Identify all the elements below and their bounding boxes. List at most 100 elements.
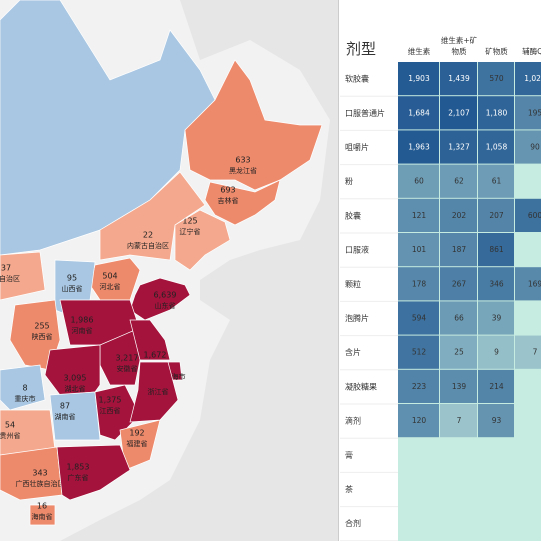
cell <box>398 335 439 369</box>
cell-value: 1,058 <box>486 143 508 152</box>
province-value: 3,217 <box>116 354 139 363</box>
cell-value: 39 <box>492 314 502 323</box>
province-value: 633 <box>235 156 250 165</box>
table-title: 剂型 <box>346 40 376 58</box>
province <box>204 179 281 226</box>
cell-value: 594 <box>412 314 427 323</box>
province-name: 吉林省 <box>218 196 239 205</box>
cell-value: 25 <box>454 348 464 357</box>
cell-value: 101 <box>412 245 427 254</box>
cell <box>398 164 439 198</box>
province <box>0 364 46 411</box>
cell <box>440 233 477 267</box>
province <box>49 391 101 441</box>
column-header: 物质 <box>452 46 467 56</box>
province-name: 安徽省 <box>117 364 138 373</box>
cell <box>398 404 439 438</box>
cell <box>515 335 541 369</box>
cell <box>440 130 477 164</box>
province-value: 504 <box>102 272 117 281</box>
cell <box>440 369 477 403</box>
province-name: 河北省 <box>100 282 121 291</box>
row-label: 茶 <box>345 484 353 494</box>
cell-value: 120 <box>412 416 427 425</box>
province-name: 江西省 <box>100 406 121 415</box>
cell <box>478 164 514 198</box>
province-name: 海南省 <box>32 512 53 521</box>
cell <box>478 62 514 96</box>
province-name: 广东省 <box>68 473 89 482</box>
cell-value: 223 <box>412 382 427 391</box>
province-name: 湖北省 <box>65 384 86 393</box>
row-label: 合剂 <box>345 518 361 528</box>
cell-value: 90 <box>530 143 540 152</box>
cell-value: 61 <box>492 177 502 186</box>
cell-value: 1,903 <box>408 74 430 83</box>
cell-value: 60 <box>414 177 424 186</box>
column-header: 维生素 <box>408 46 431 56</box>
province-value: 343 <box>32 469 47 478</box>
province-value: 192 <box>129 429 144 438</box>
cell <box>398 233 439 267</box>
row-label: 膏 <box>345 450 353 460</box>
cell-value: 267 <box>452 279 467 288</box>
province-name: 重庆市 <box>15 394 36 403</box>
cell <box>515 130 541 164</box>
cell-value: 66 <box>454 314 464 323</box>
cell <box>440 301 477 335</box>
cell-value: 1,026 <box>524 74 541 83</box>
column-header: 矿物质 <box>485 46 508 56</box>
cell <box>478 233 514 267</box>
cell <box>440 164 477 198</box>
cell-value: 9 <box>494 348 499 357</box>
province-name: 山西省 <box>62 284 83 293</box>
column-header: 辅酶Q1 <box>522 46 541 56</box>
cell <box>440 96 477 130</box>
cell-value: 346 <box>489 279 504 288</box>
province-value: 8 <box>22 384 27 393</box>
cell <box>478 267 514 301</box>
province-name: 内蒙古自治区 <box>127 241 169 250</box>
cell <box>478 198 514 232</box>
cell-value: 600 <box>528 211 541 220</box>
province-value: 3,095 <box>64 374 87 383</box>
province <box>99 171 206 261</box>
cell-value: 512 <box>412 348 427 357</box>
province-value: 1,672 <box>144 351 167 360</box>
province <box>0 251 46 301</box>
cell-value: 202 <box>452 211 467 220</box>
province-value: 693 <box>220 186 235 195</box>
province <box>129 319 171 361</box>
province-name: 湖南省 <box>55 412 76 421</box>
row-label: 粉 <box>345 176 353 186</box>
cell <box>515 198 541 232</box>
province-value: 37 <box>1 264 11 273</box>
cell <box>478 96 514 130</box>
row-label: 口服液 <box>345 245 369 255</box>
province <box>56 444 131 501</box>
province-value: 125 <box>182 217 197 226</box>
cell <box>478 335 514 369</box>
province-value: 87 <box>60 402 70 411</box>
province <box>129 361 179 423</box>
province-value: 16 <box>37 502 47 511</box>
cell <box>440 335 477 369</box>
cell <box>478 369 514 403</box>
cell-value: 169 <box>528 279 541 288</box>
cell <box>515 267 541 301</box>
cell-value: 1,327 <box>448 143 470 152</box>
cell-value: 2,107 <box>448 108 470 117</box>
cell <box>398 267 439 301</box>
row-label: 咀嚼片 <box>345 142 369 152</box>
cell-value: 1,439 <box>448 74 470 83</box>
cell <box>478 130 514 164</box>
cell-value: 570 <box>489 74 504 83</box>
cell-value: 214 <box>489 382 504 391</box>
cell <box>440 267 477 301</box>
province-value: 6,639 <box>154 291 177 300</box>
cell <box>478 301 514 335</box>
province-name: 广西壮族自治区 <box>16 479 65 488</box>
cell-value: 1,684 <box>408 108 430 117</box>
province-value: 1,853 <box>67 463 90 472</box>
row-label: 滴剂 <box>345 416 361 426</box>
